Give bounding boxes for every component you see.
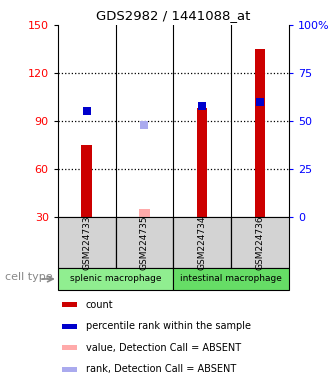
Text: GSM224736: GSM224736: [255, 215, 264, 270]
Text: percentile rank within the sample: percentile rank within the sample: [85, 321, 250, 331]
Text: GSM224735: GSM224735: [140, 215, 149, 270]
Bar: [173, 217, 231, 268]
Bar: [62, 302, 77, 307]
Bar: [255, 49, 265, 217]
Text: rank, Detection Call = ABSENT: rank, Detection Call = ABSENT: [85, 364, 236, 374]
Text: intestinal macrophage: intestinal macrophage: [180, 275, 282, 283]
Point: [199, 103, 205, 109]
Bar: [139, 209, 149, 217]
Bar: [62, 367, 77, 372]
Bar: [173, 268, 289, 290]
Bar: [62, 345, 77, 350]
Bar: [82, 145, 92, 217]
Text: GSM224733: GSM224733: [82, 215, 91, 270]
Text: count: count: [85, 300, 113, 310]
Text: splenic macrophage: splenic macrophage: [70, 275, 161, 283]
Bar: [115, 217, 173, 268]
Point: [142, 122, 147, 128]
Text: value, Detection Call = ABSENT: value, Detection Call = ABSENT: [85, 343, 241, 353]
Bar: [197, 108, 207, 217]
Text: cell type: cell type: [5, 272, 52, 282]
Point: [257, 99, 263, 105]
Bar: [58, 217, 115, 268]
Text: GSM224734: GSM224734: [198, 215, 207, 270]
Bar: [58, 268, 173, 290]
Bar: [62, 324, 77, 329]
Bar: [231, 217, 289, 268]
Point: [84, 108, 89, 114]
Title: GDS2982 / 1441088_at: GDS2982 / 1441088_at: [96, 9, 250, 22]
